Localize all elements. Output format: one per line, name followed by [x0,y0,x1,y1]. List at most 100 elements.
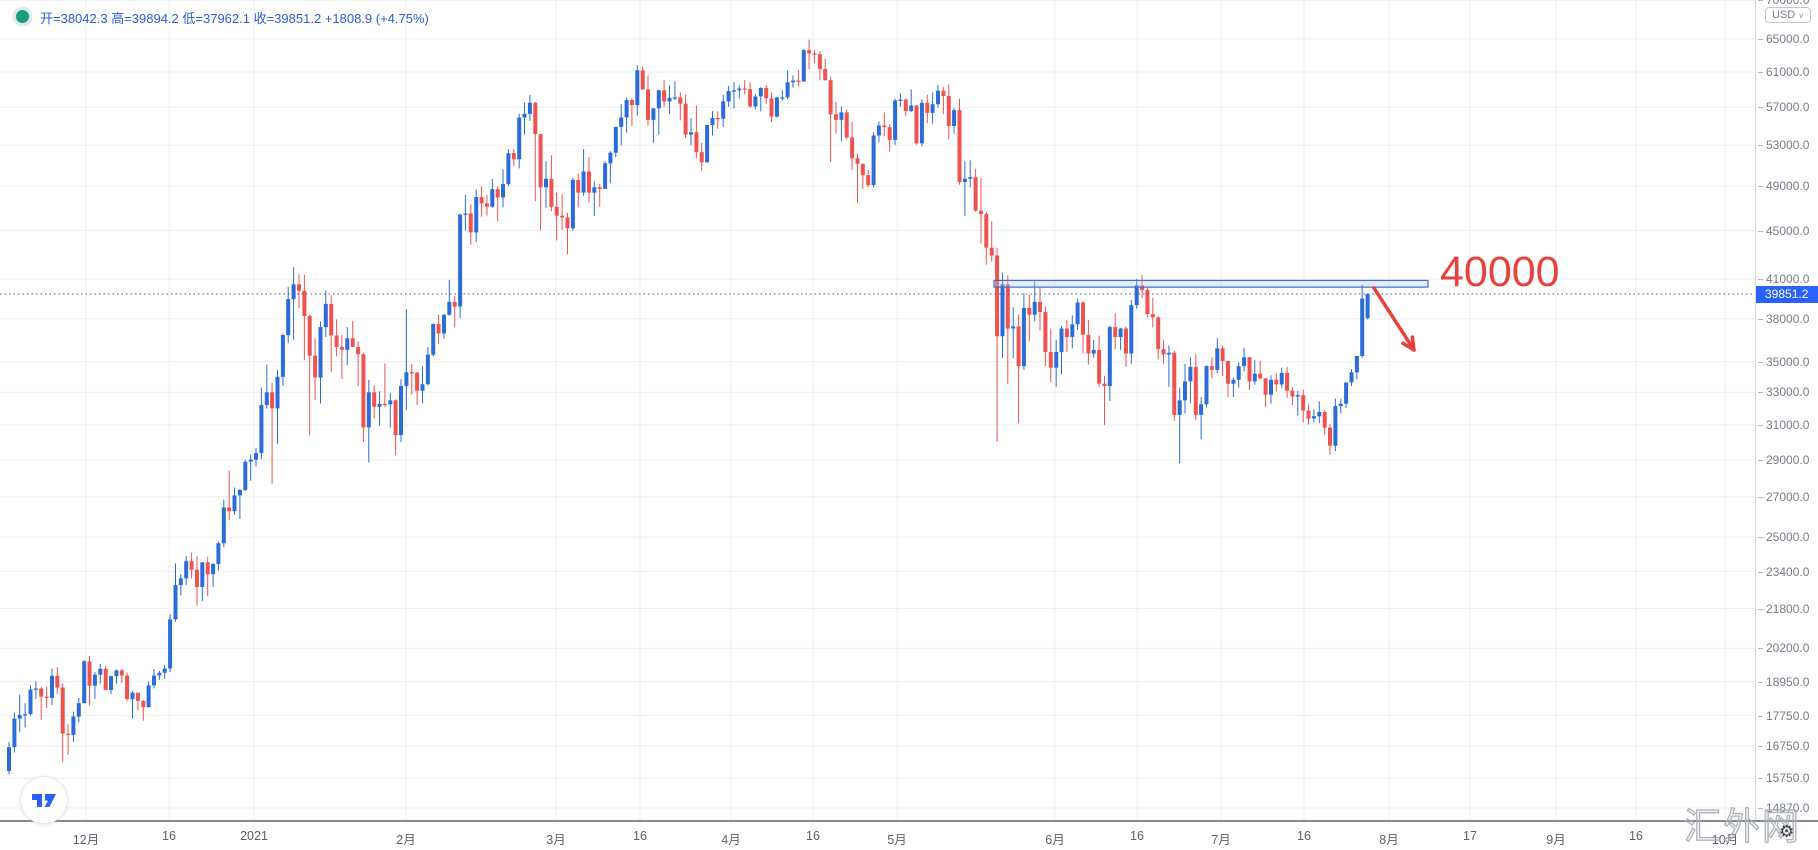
currency-selector[interactable]: USD ∨ [1765,7,1812,23]
candle [1070,315,1075,349]
trend-arrow[interactable] [1372,286,1416,352]
candle [1113,313,1118,350]
candle [705,125,710,163]
candle [1124,326,1128,367]
price-tick-label: 14870.0 [1757,801,1810,815]
candle [796,69,801,87]
candle [1102,375,1107,425]
candle [522,102,527,135]
candle [146,681,151,708]
candle [313,338,318,401]
candle [211,562,216,587]
candle [936,85,940,108]
tradingview-logo-icon [32,793,56,807]
price-tick-label: 18950.0 [1757,674,1810,689]
candle [753,93,758,110]
candle [1043,306,1048,367]
candle [1005,275,1010,384]
candle [243,459,248,491]
candle [87,656,92,706]
tradingview-logo[interactable] [20,776,68,824]
candle [339,334,344,380]
candle [404,309,409,410]
candle [527,95,532,121]
time-tick-label: 8月 [1379,833,1399,847]
series-status-icon[interactable] [16,10,29,23]
candle [549,155,554,212]
candle [1054,339,1059,387]
candle [887,124,892,152]
candle [1333,398,1338,452]
candle [1199,397,1204,440]
candle [1032,281,1037,322]
candle [1258,360,1263,380]
candle [1193,354,1198,420]
candle [764,85,769,104]
time-tick-label: 4月 [721,833,741,847]
candle [592,181,597,216]
price-tick-label: 49000.0 [1757,179,1810,194]
ohlc-legend: 开=38042.3 高=39894.2 低=37962.1 收=39851.2 … [40,11,429,26]
candle [425,347,430,386]
candle [774,96,779,118]
candle [1311,409,1316,423]
candle [1027,294,1032,342]
candle [495,186,500,222]
candle [1295,390,1300,416]
candle [232,487,237,515]
candle [12,712,17,753]
candle [871,132,876,188]
candle [807,39,812,70]
candle [135,692,140,711]
currency-label: USD [1772,9,1796,21]
candle [141,700,146,721]
candle [409,363,414,395]
candle [646,75,650,126]
candle [479,186,484,217]
candle [941,87,946,115]
candle [721,94,726,127]
candle [1252,360,1257,385]
candle [1156,316,1161,360]
candle [517,113,522,169]
candle [420,366,425,404]
price-tick-label: 29000.0 [1757,452,1810,467]
candle [1338,398,1343,414]
candle [672,81,677,101]
candle [431,323,436,357]
candle [66,724,71,755]
candle [1344,382,1349,408]
candle [82,660,87,704]
candle [930,92,935,124]
candle [388,393,393,428]
price-tick-label: 35000.0 [1757,354,1810,369]
time-axis[interactable]: 12月 16 2021 2月 3月 16 4月 16 5月 6月 16 7月 16 8月 17 9月 16 10月 [0,820,1818,850]
candle [270,382,275,484]
candle [834,101,838,134]
price-tick-label: 23400.0 [1757,564,1810,579]
candle [1021,293,1026,370]
price-level-annotation[interactable]: 40000 [1440,248,1560,296]
candle [1129,300,1134,364]
candle [1166,345,1171,387]
candle [737,85,742,99]
candle [76,698,81,723]
gear-icon[interactable]: ⚙ [1779,822,1795,842]
candle [1086,320,1091,365]
candle [323,290,328,337]
candle [1016,314,1021,424]
price-axis[interactable]: USD ∨ 70000.0 65000.0 61000.0 57000.0 53000.… [1755,0,1818,820]
candle [254,448,258,467]
candle [1209,357,1214,379]
time-tick-label: 7月 [1211,833,1231,847]
resistance-zone[interactable] [993,279,1429,288]
price-tick-label: 33000.0 [1757,385,1810,400]
price-tick-label: 20200.0 [1757,641,1810,656]
candle [791,75,795,88]
chart-plot-area[interactable] [0,0,1755,820]
candle [468,204,473,245]
price-tick-label: 65000.0 [1757,31,1810,46]
time-tick-label: 2月 [396,833,416,847]
time-tick-label: 17 [1463,829,1477,843]
candle [1064,320,1069,352]
